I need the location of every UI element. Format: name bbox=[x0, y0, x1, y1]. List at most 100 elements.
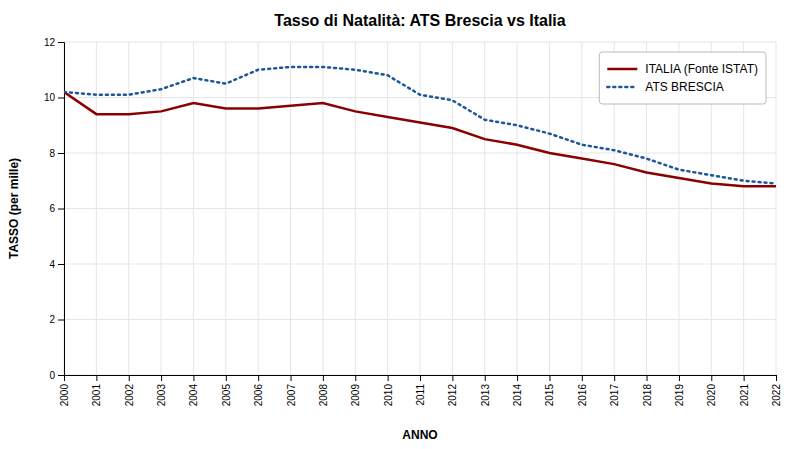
tick: 2012 bbox=[447, 375, 458, 406]
tick-mark bbox=[226, 375, 227, 381]
tick-label: 2012 bbox=[447, 384, 458, 407]
legend-label: ITALIA (Fonte ISTAT) bbox=[645, 62, 758, 76]
tick: 2011 bbox=[415, 375, 426, 406]
axis-line bbox=[58, 43, 65, 376]
tick-mark bbox=[258, 375, 259, 381]
tick-label: 2014 bbox=[512, 384, 523, 407]
tick-mark bbox=[58, 375, 64, 376]
tick-mark bbox=[291, 375, 292, 381]
tick-mark bbox=[355, 375, 356, 381]
tick-label: 2013 bbox=[480, 384, 491, 407]
tick: 2017 bbox=[609, 375, 620, 406]
tick-mark bbox=[58, 42, 64, 43]
tick-label: 2009 bbox=[350, 384, 361, 407]
tick-mark bbox=[388, 375, 389, 381]
tick-mark bbox=[193, 375, 194, 381]
tick-label: 2008 bbox=[318, 384, 329, 407]
series-line bbox=[64, 67, 776, 184]
legend-item: ATS BRESCIA bbox=[607, 80, 723, 94]
legend: ITALIA (Fonte ISTAT) ATS BRESCIA bbox=[599, 52, 766, 104]
grid-line-y bbox=[64, 153, 776, 154]
tick-label: 2018 bbox=[642, 384, 653, 407]
tick: 2 bbox=[49, 314, 64, 325]
y-axis: 0 2 4 6 8 10 12 bbox=[44, 37, 65, 381]
tick: 2004 bbox=[188, 375, 199, 406]
series-line bbox=[64, 92, 776, 186]
tick-label: 4 bbox=[49, 259, 55, 270]
tick-mark bbox=[161, 375, 162, 381]
tick-mark bbox=[58, 153, 64, 154]
tick-label: 2002 bbox=[124, 384, 135, 407]
tick: 2010 bbox=[383, 375, 394, 406]
tick-mark bbox=[582, 375, 583, 381]
tick: 2021 bbox=[739, 375, 750, 406]
tick: 10 bbox=[44, 92, 64, 103]
x-axis: 2000 2001 2002 2003 2004 2005 2006 2007 2008 2009… bbox=[59, 375, 782, 406]
tick: 2014 bbox=[512, 375, 523, 406]
tick: 2020 bbox=[706, 375, 717, 406]
tick-mark bbox=[58, 98, 64, 99]
tick: 8 bbox=[49, 148, 64, 159]
tick: 2001 bbox=[91, 375, 102, 406]
chart: 2000 2001 2002 2003 2004 2005 2006 2007 2008 2009… bbox=[0, 0, 800, 449]
tick: 0 bbox=[49, 370, 64, 381]
tick-label: 2019 bbox=[674, 384, 685, 407]
grid-line-y bbox=[64, 42, 776, 43]
tick: 2016 bbox=[577, 375, 588, 406]
lines bbox=[64, 67, 776, 186]
axis-line bbox=[65, 376, 777, 382]
tick: 2005 bbox=[221, 375, 232, 406]
tick-mark bbox=[58, 320, 64, 321]
tick-label: 0 bbox=[49, 370, 55, 381]
grid-line-y bbox=[64, 264, 776, 265]
tick-mark bbox=[323, 375, 324, 381]
tick-label: 2017 bbox=[609, 384, 620, 407]
tick-label: 8 bbox=[49, 148, 55, 159]
legend-label: ATS BRESCIA bbox=[645, 80, 723, 94]
legend-box bbox=[599, 52, 766, 104]
tick: 2022 bbox=[771, 375, 782, 406]
tick-label: 2005 bbox=[221, 384, 232, 407]
tick-mark bbox=[711, 375, 712, 381]
tick-label: 2007 bbox=[286, 384, 297, 407]
tick: 2013 bbox=[480, 375, 491, 406]
tick-mark bbox=[96, 375, 97, 381]
legend-item: ITALIA (Fonte ISTAT) bbox=[607, 62, 758, 76]
tick: 2007 bbox=[286, 375, 297, 406]
tick-mark bbox=[452, 375, 453, 381]
tick: 2002 bbox=[124, 375, 135, 406]
title: Tasso di Natalità: ATS Brescia vs Italia bbox=[274, 12, 565, 29]
legend-swatch bbox=[607, 68, 637, 71]
tick-label: 2016 bbox=[577, 384, 588, 407]
tick-mark bbox=[485, 375, 486, 381]
tick: 2018 bbox=[642, 375, 653, 406]
tick-mark bbox=[58, 209, 64, 210]
tick-mark bbox=[776, 375, 777, 381]
tick-label: 2006 bbox=[253, 384, 264, 407]
y-axis-title: TASSO (per mille) bbox=[7, 158, 21, 259]
tick-mark bbox=[744, 375, 745, 381]
tick-label: 2020 bbox=[706, 384, 717, 407]
tick-mark bbox=[647, 375, 648, 381]
tick: 2006 bbox=[253, 375, 264, 406]
tick: 2000 bbox=[59, 375, 70, 406]
tick-label: 6 bbox=[49, 203, 55, 214]
tick: 2008 bbox=[318, 375, 329, 406]
tick-label: 2011 bbox=[415, 384, 426, 406]
tick-mark bbox=[549, 375, 550, 381]
tick-label: 2003 bbox=[156, 384, 167, 407]
x-axis-title: ANNO bbox=[402, 428, 437, 442]
tick-label: 2004 bbox=[188, 384, 199, 407]
tick-label: 2000 bbox=[59, 384, 70, 407]
tick: 2003 bbox=[156, 375, 167, 406]
tick-label: 10 bbox=[44, 92, 56, 103]
plot: 2000 2001 2002 2003 2004 2005 2006 2007 2008 2009… bbox=[44, 37, 782, 407]
tick: 2015 bbox=[544, 375, 555, 406]
grid bbox=[64, 42, 776, 375]
tick-mark bbox=[679, 375, 680, 381]
tick-label: 2021 bbox=[739, 384, 750, 407]
legend-swatch bbox=[607, 86, 637, 89]
grid-line-y bbox=[64, 319, 776, 320]
tick-label: 12 bbox=[44, 37, 56, 48]
tick-label: 2022 bbox=[771, 384, 782, 407]
